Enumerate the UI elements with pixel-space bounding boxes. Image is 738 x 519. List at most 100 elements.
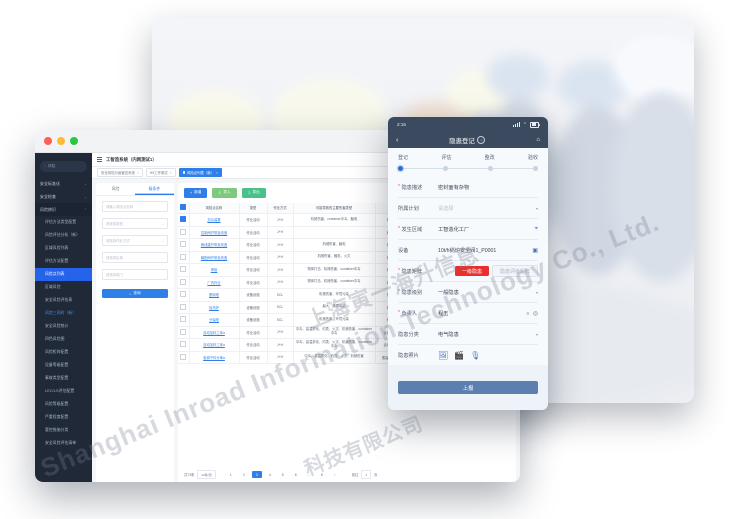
page-8[interactable]: 8 — [320, 472, 323, 477]
sidebar-item-15[interactable]: 严重程度配置 — [45, 415, 69, 419]
checkbox-icon[interactable] — [180, 316, 187, 323]
sidebar-item-17[interactable]: 安全风险评估清单 — [45, 441, 77, 445]
cell-name[interactable]: 自动加料工序a — [189, 326, 240, 339]
checkbox-icon[interactable] — [180, 253, 187, 260]
sidebar-item-3[interactable]: 评估方法配置 — [45, 259, 69, 263]
goto-input[interactable]: 1 — [361, 470, 372, 479]
cell-name[interactable]: 自动加料工序a — [189, 338, 240, 352]
checkbox-icon[interactable] — [180, 341, 187, 348]
checkbox-icon[interactable] — [180, 228, 187, 235]
sidebar-item-2[interactable]: 区域风险列表 — [45, 246, 69, 250]
cell-name[interactable]: 厂内作业 — [189, 276, 240, 289]
cell-name[interactable]: 输配阀开带及改造 — [189, 251, 240, 264]
field-category[interactable]: 隐患分类 电气隐患 ▾ — [398, 324, 538, 345]
tab-1[interactable]: H5工作测试 × — [145, 167, 176, 178]
tab-2[interactable]: 风险点列表（新） × — [178, 167, 222, 178]
field-owner[interactable]: * 负责人 程玉 ⚙ ◎ — [398, 303, 538, 324]
filter-tab-1[interactable]: 级条件 — [135, 183, 174, 195]
filter-field-0[interactable]: 请输入风险点名称 — [102, 201, 168, 212]
sidebar-group-inspection[interactable]: 安全检查 ⌄ — [40, 193, 87, 199]
row-checkbox-cell[interactable] — [178, 276, 190, 289]
sidebar-item-5[interactable]: 区域风险 — [45, 285, 61, 289]
row-checkbox-cell[interactable] — [178, 313, 190, 327]
row-checkbox-cell[interactable] — [178, 288, 190, 302]
row-checkbox-cell[interactable] — [178, 213, 190, 227]
row-checkbox-cell[interactable] — [178, 263, 190, 277]
checkbox-icon[interactable] — [180, 204, 187, 211]
field-equipment[interactable]: 设备 10t/h锅炉安全阀1_P0001 ▣ — [398, 240, 538, 261]
menu-icon[interactable] — [97, 156, 102, 163]
sidebar-item-10[interactable]: 风险矩阵配置 — [45, 350, 69, 354]
sidebar-item-13[interactable]: LEC/LS评估配置 — [45, 389, 75, 393]
page-1[interactable]: 1 — [229, 472, 232, 477]
sidebar-item-12[interactable]: 事故类型配置 — [45, 376, 69, 380]
sidebar-item-16[interactable]: 管控措施分类 — [45, 428, 69, 432]
audio-add-icon[interactable]: 🎙 — [470, 350, 481, 360]
export-button[interactable]: ↧ 导出 — [241, 188, 266, 198]
sidebar-item-0[interactable]: 评估方法类型配置 — [45, 220, 77, 224]
qr-scan-icon[interactable]: ▣ — [532, 247, 538, 254]
filter-field-4[interactable]: 请选择部门 — [102, 269, 168, 280]
field-matrix[interactable]: * 隐患矩阵 一级隐患 隐患评级矩阵 — [398, 261, 538, 282]
video-add-icon[interactable]: 🎬 — [454, 350, 465, 360]
page-size-select[interactable]: 10条/页 — [197, 470, 216, 479]
cell-name[interactable]: 分馏塔 — [189, 313, 240, 327]
home-icon[interactable]: ⌂ — [536, 137, 540, 143]
select-all-cell[interactable] — [178, 202, 190, 214]
sidebar-item-7[interactable]: 风险三同时（新） — [45, 311, 77, 315]
checkbox-icon[interactable] — [180, 328, 187, 335]
matrix-eval-button[interactable]: 隐患评级矩阵 — [491, 265, 538, 277]
checkbox-icon[interactable] — [180, 216, 187, 223]
sidebar-group-standardization[interactable]: 安全标准化 ⌄ — [40, 180, 87, 186]
field-level[interactable]: * 隐患级别 一般隐患 ▾ — [398, 282, 538, 303]
user-icon[interactable]: ◎ — [532, 310, 538, 317]
sidebar-item-6[interactable]: 安全风险评估表 — [45, 298, 73, 302]
sidebar-item-8[interactable]: 安全风险统计 — [45, 324, 69, 328]
close-icon[interactable]: × — [136, 170, 139, 175]
filter-field-2[interactable]: 请选择作业方式 ⌄ — [102, 235, 168, 246]
add-button[interactable]: + 新增 — [184, 188, 208, 198]
import-button[interactable]: ↥ 导入 — [212, 188, 237, 198]
checkbox-icon[interactable] — [180, 266, 187, 273]
gear-icon[interactable]: ⚙ — [526, 310, 530, 316]
cell-name[interactable]: 焊接 — [189, 263, 240, 277]
search-button[interactable]: ⌕ 查询 — [102, 289, 168, 298]
step-dot-2[interactable] — [488, 165, 493, 171]
row-checkbox-cell[interactable] — [178, 251, 190, 264]
cell-name[interactable]: 加氢装置 — [189, 213, 240, 227]
row-checkbox-cell[interactable] — [178, 301, 190, 314]
row-checkbox-cell[interactable] — [178, 338, 190, 352]
checkbox-icon[interactable] — [180, 241, 187, 248]
filter-field-1[interactable]: 请选择类型 ⌄ — [102, 218, 168, 229]
sidebar-search-input[interactable]: ◌ 风险 — [40, 161, 87, 172]
zoom-icon[interactable] — [70, 137, 78, 145]
sidebar-item-9[interactable]: 四色风险图 — [45, 337, 65, 341]
submit-button[interactable]: 上报 — [398, 381, 538, 394]
row-checkbox-cell[interactable] — [178, 326, 190, 339]
cell-name[interactable]: 管线建开带及改造 — [189, 238, 240, 252]
page-6[interactable]: 6 — [294, 472, 297, 477]
step-dot-0[interactable] — [398, 165, 403, 171]
row-checkbox-cell[interactable] — [178, 226, 190, 239]
sidebar-item-1[interactable]: 风险评估分析（新） — [45, 233, 81, 237]
step-dot-1[interactable] — [443, 165, 448, 171]
field-description[interactable]: * 隐患描述 密封面有杂物 — [398, 177, 538, 198]
step-dot-3[interactable] — [533, 165, 538, 171]
image-add-icon[interactable]: 🖼 — [438, 350, 449, 360]
checkbox-icon[interactable] — [180, 278, 187, 285]
matrix-level-badge[interactable]: 一级隐患 — [454, 266, 489, 276]
checkbox-icon[interactable] — [180, 291, 187, 298]
page-3[interactable]: 3 — [251, 471, 262, 478]
sidebar-group-risk[interactable]: 风险辨识 ⌃ — [35, 203, 92, 216]
close-icon[interactable]: × — [169, 170, 172, 175]
close-icon[interactable] — [44, 137, 52, 145]
map-pin-icon[interactable]: ⌖ — [534, 225, 538, 232]
sidebar-item-14[interactable]: 风险等级配置 — [45, 402, 69, 406]
minimize-icon[interactable] — [57, 137, 65, 145]
sidebar-item-11[interactable]: 设备等级配置 — [45, 363, 69, 367]
checkbox-icon[interactable] — [180, 353, 187, 360]
field-area[interactable]: * 发生区域 工智造化工厂 ⌖ — [398, 219, 538, 240]
page-4[interactable]: 4 — [268, 472, 271, 477]
row-checkbox-cell[interactable] — [178, 351, 190, 364]
close-icon[interactable]: × — [216, 170, 218, 175]
